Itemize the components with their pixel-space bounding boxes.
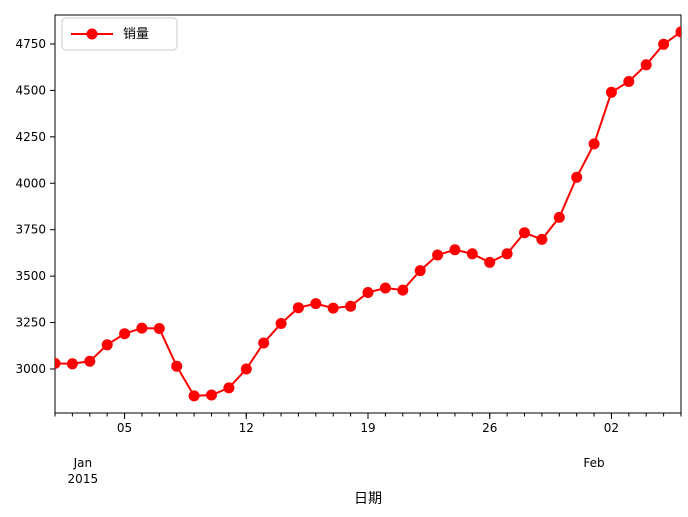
- x-tick-label: 19: [360, 421, 375, 435]
- data-point-marker: [362, 287, 374, 298]
- data-series-sales: [55, 26, 681, 402]
- legend-frame: [61, 17, 178, 51]
- y-tick-label: 3500: [15, 269, 46, 283]
- data-point-marker: [66, 358, 78, 370]
- y-tick-label: 4250: [15, 130, 46, 144]
- data-point-marker: [188, 390, 200, 402]
- x-tick-label: 05: [117, 421, 132, 435]
- data-point-marker: [206, 389, 217, 401]
- data-point-marker: [223, 382, 235, 394]
- legend-marker-icon: [86, 28, 98, 40]
- data-point-marker: [119, 328, 131, 340]
- data-point-marker: [397, 284, 409, 296]
- data-point-marker: [379, 282, 391, 294]
- data-point-marker: [553, 211, 565, 223]
- legend-label: 销量: [123, 27, 149, 42]
- x-tick-label: 26: [482, 421, 497, 435]
- data-point-marker: [675, 26, 681, 38]
- data-point-marker: [240, 363, 252, 375]
- data-point-marker: [136, 322, 148, 334]
- x-axis-title: 日期: [354, 491, 382, 507]
- data-point-marker: [501, 248, 513, 260]
- data-point-marker: [605, 86, 617, 98]
- y-tick-label: 4750: [15, 37, 46, 51]
- x-tick-label: 02: [604, 421, 619, 435]
- data-point-marker: [519, 227, 530, 239]
- x-tick-label: 12: [239, 421, 254, 435]
- data-point-marker: [101, 339, 113, 351]
- legend-box: 销量: [61, 17, 178, 51]
- x-month-label: Feb: [583, 456, 604, 470]
- data-point-marker: [484, 256, 496, 268]
- data-point-marker: [640, 59, 652, 71]
- data-point-marker: [345, 300, 357, 312]
- x-month-label: 2015: [68, 472, 99, 486]
- axes-frame: [54, 14, 682, 414]
- data-point-marker: [536, 233, 548, 245]
- data-point-marker: [327, 302, 339, 314]
- y-tick-label: 3000: [15, 362, 46, 376]
- series-line: [55, 31, 681, 397]
- y-tick-label: 4000: [15, 176, 46, 190]
- data-point-marker: [84, 355, 96, 367]
- data-point-marker: [171, 360, 183, 372]
- x-axis-ticks: 05 12 19 26 02 Jan 2015 Feb: [54, 413, 682, 486]
- data-point-marker: [153, 323, 165, 334]
- y-tick-label: 4500: [15, 83, 46, 97]
- data-point-marker: [658, 38, 670, 50]
- y-tick-label: 3750: [15, 223, 46, 237]
- data-point-marker: [588, 138, 600, 150]
- data-point-marker: [449, 244, 461, 256]
- data-point-marker: [432, 249, 444, 261]
- y-tick-label: 3250: [15, 316, 46, 330]
- data-point-marker: [258, 337, 270, 349]
- data-point-marker: [55, 357, 61, 369]
- data-point-marker: [414, 265, 426, 277]
- data-point-marker: [292, 302, 304, 314]
- data-point-marker: [571, 171, 583, 183]
- data-point-marker: [466, 248, 478, 260]
- data-point-marker: [275, 318, 287, 329]
- data-point-marker: [623, 76, 635, 87]
- data-point-marker: [310, 298, 322, 310]
- y-axis-ticks: 3000 3250 3500 3750 4000 4250 4500 4750: [15, 37, 55, 376]
- x-month-label: Jan: [73, 456, 93, 470]
